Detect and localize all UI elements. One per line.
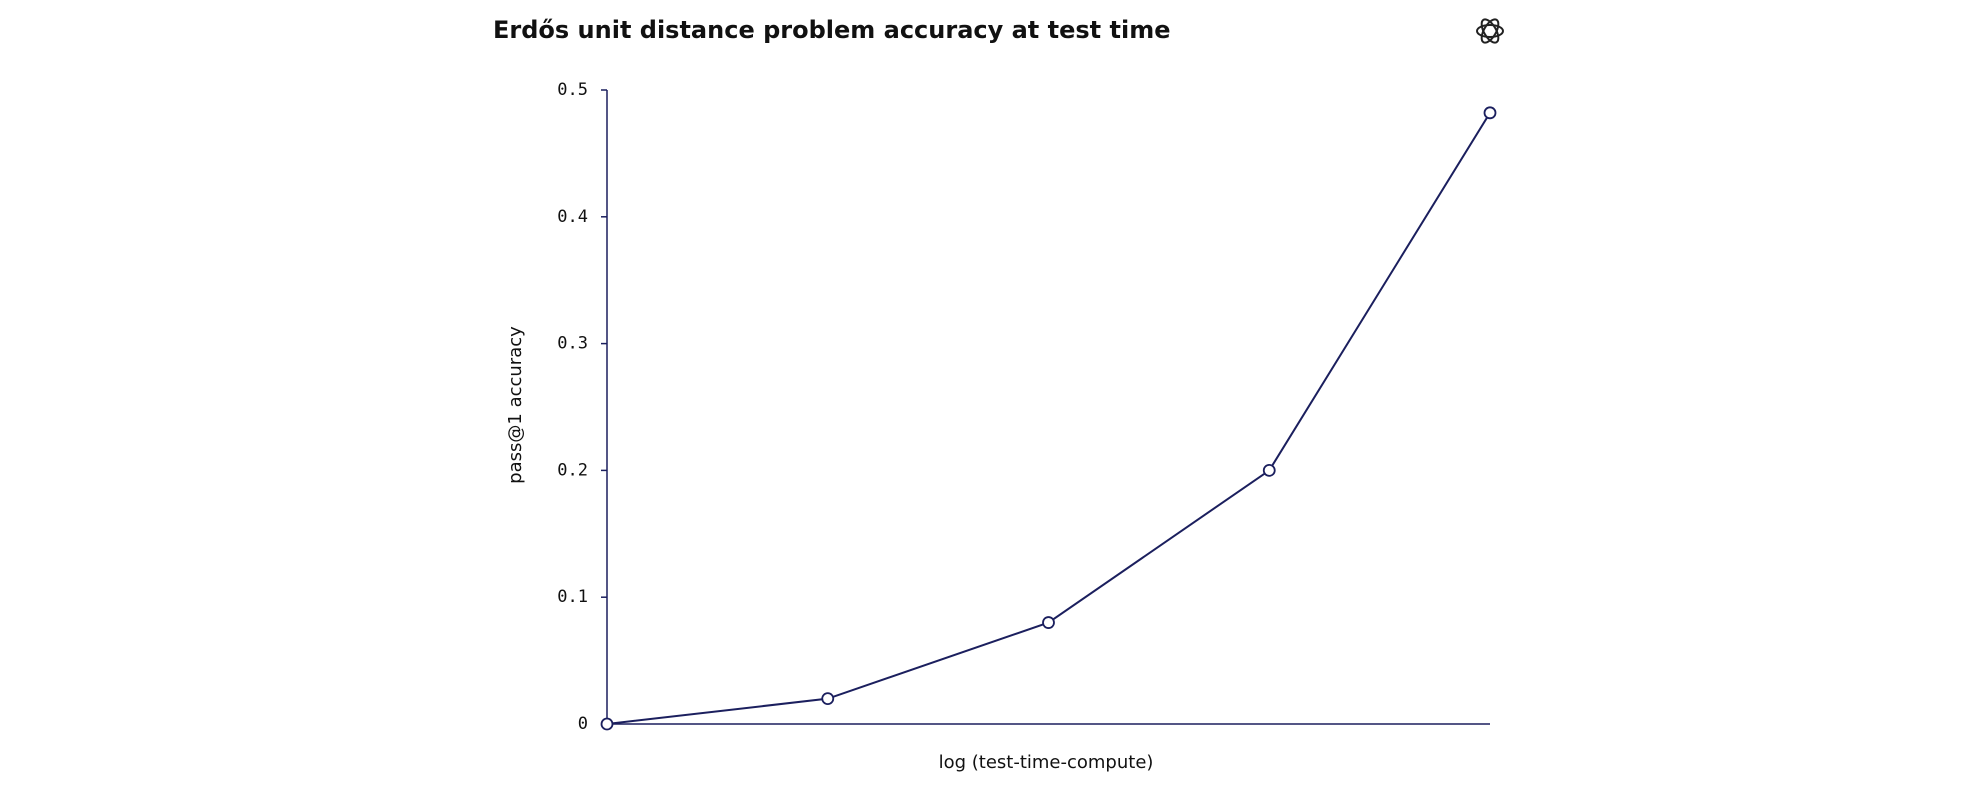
y-axis-label: pass@1 accuracy [505,326,526,484]
y-tick-label: 0.2 [557,460,588,480]
point [1262,463,1276,477]
x-axis-label: log (test-time-compute) [939,752,1154,773]
line [606,112,1491,725]
y-tick-label: 0.4 [557,207,588,227]
y-tick-label: 0 [578,714,588,734]
y-tick-label: 0.3 [557,334,588,354]
y-tick-label: 0.1 [557,587,588,607]
point [600,717,614,731]
chart-title: Erdős unit distance problem accuracy at … [493,16,1170,44]
point [821,692,835,706]
y-tick-label: 0.5 [557,80,588,100]
logo [1476,18,1504,44]
point [1042,616,1055,629]
point [1483,106,1497,120]
